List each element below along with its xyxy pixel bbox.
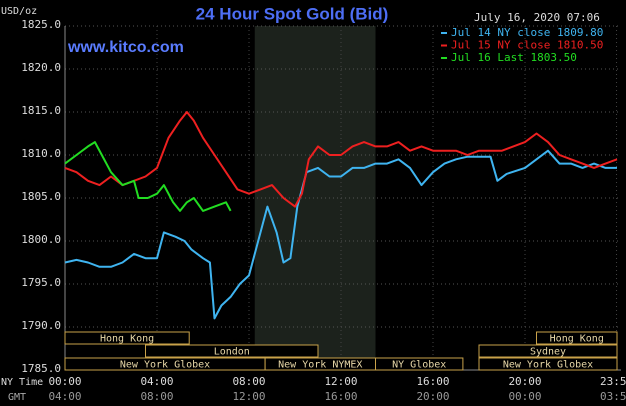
session-label: New York Globex bbox=[120, 360, 210, 371]
y-tick-label: 1785.0 bbox=[21, 362, 61, 375]
x-axis-label: NY Time bbox=[1, 377, 43, 388]
series-line bbox=[64, 141, 232, 212]
x2-tick-label: 03:59 bbox=[600, 390, 626, 403]
session-bar bbox=[145, 344, 319, 358]
x-tick-label: 12:00 bbox=[324, 375, 357, 388]
legend-entry: Jul 14 NY close 1809.80 bbox=[451, 26, 603, 39]
y-tick-label: 1815.0 bbox=[21, 104, 61, 117]
y-tick-label: 1825.0 bbox=[21, 18, 61, 31]
session-label: Hong Kong bbox=[100, 334, 154, 345]
site-label: www.kitco.com bbox=[67, 39, 184, 56]
session-bar bbox=[375, 357, 464, 371]
session-bar bbox=[64, 331, 190, 345]
session-label: London bbox=[214, 347, 250, 358]
session-label: New York Globex bbox=[503, 360, 593, 371]
timestamp: July 16, 2020 07:06 bbox=[474, 11, 600, 24]
chart-title: 24 Hour Spot Gold (Bid) bbox=[196, 4, 389, 23]
highlight-region bbox=[254, 26, 376, 370]
y-tick-label: 1805.0 bbox=[21, 190, 61, 203]
x-tick-label: 16:00 bbox=[416, 375, 449, 388]
legend-entry: Jul 15 NY close 1810.50 bbox=[451, 39, 603, 52]
unit-label: USD/oz bbox=[1, 6, 37, 17]
y-tick-label: 1810.0 bbox=[21, 147, 61, 160]
x-tick-label: 04:00 bbox=[140, 375, 173, 388]
x-tick-label: 23:59 bbox=[600, 375, 626, 388]
y-tick-label: 1820.0 bbox=[21, 61, 61, 74]
x2-tick-label: 04:00 bbox=[48, 390, 81, 403]
x2-axis-label: GMT bbox=[8, 392, 26, 403]
x2-tick-label: 20:00 bbox=[416, 390, 449, 403]
legend-entry: Jul 16 Last 1803.50 bbox=[451, 51, 577, 64]
y-tick-label: 1795.0 bbox=[21, 276, 61, 289]
y-tick-label: 1790.0 bbox=[21, 319, 61, 332]
session-label: Hong Kong bbox=[550, 334, 604, 345]
x2-tick-label: 00:00 bbox=[508, 390, 541, 403]
x2-tick-label: 12:00 bbox=[232, 390, 265, 403]
x-tick-label: 20:00 bbox=[508, 375, 541, 388]
x-tick-label: 00:00 bbox=[48, 375, 81, 388]
session-bar bbox=[478, 357, 618, 371]
session-bar bbox=[478, 344, 618, 358]
session-label: Sydney bbox=[530, 347, 566, 358]
session-label: NY Globex bbox=[392, 360, 446, 371]
session-label: New York NYMEX bbox=[278, 360, 362, 371]
y-tick-label: 1800.0 bbox=[21, 233, 61, 246]
session-bar bbox=[536, 331, 618, 345]
series-line bbox=[64, 111, 618, 208]
x2-tick-label: 08:00 bbox=[140, 390, 173, 403]
x-tick-label: 08:00 bbox=[232, 375, 265, 388]
x2-tick-label: 16:00 bbox=[324, 390, 357, 403]
